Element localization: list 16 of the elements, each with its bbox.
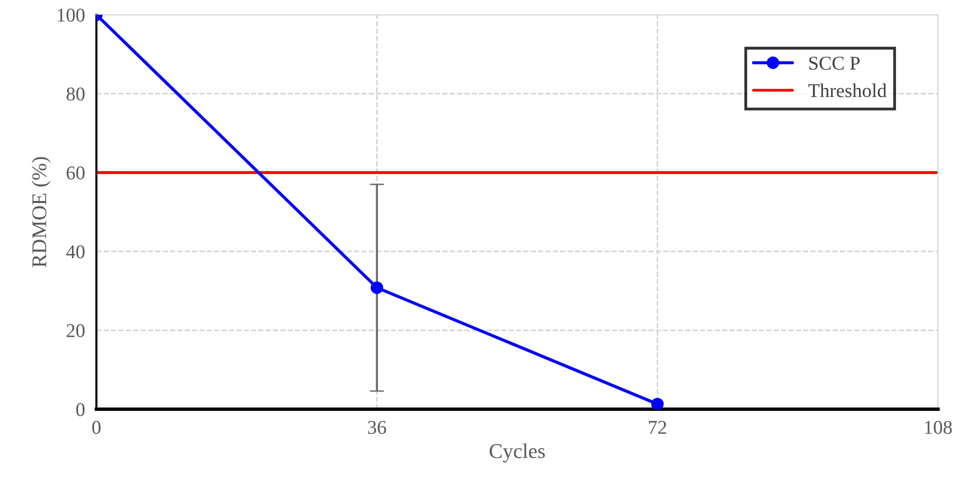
y-tick-label: 100 [58, 8, 85, 22]
y-tick-label: 0 [76, 403, 85, 416]
point [370, 281, 384, 294]
point [651, 398, 664, 410]
y-axis-title: RDMOE (%) [32, 157, 51, 268]
x-tick-label: 72 [649, 420, 666, 434]
legend-label: SCC P [809, 56, 860, 70]
x-tick-label: 0 [92, 420, 101, 434]
y-tick-label: 60 [66, 166, 85, 180]
x-tick-label: 36 [368, 420, 386, 434]
x-axis-title: Cycles [490, 443, 545, 462]
y-tick-label: 20 [66, 324, 85, 338]
y-tick-label: 80 [66, 87, 85, 101]
legend-label: Threshold [808, 84, 887, 98]
y-tick-label: 40 [66, 245, 85, 258]
x-tick-label: 108 [925, 420, 952, 434]
